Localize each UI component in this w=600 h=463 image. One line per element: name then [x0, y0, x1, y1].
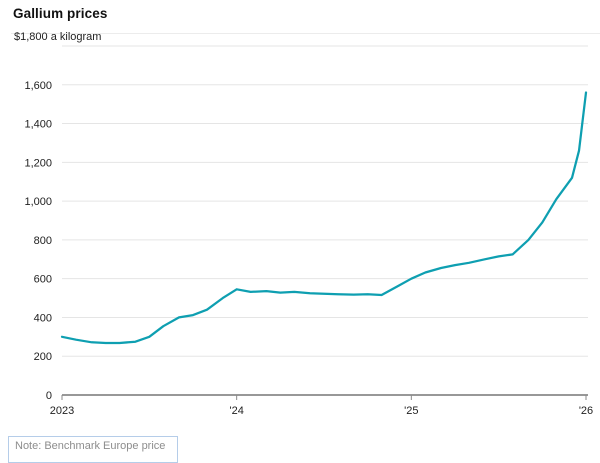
- x-tick-label: '26: [579, 405, 593, 417]
- x-tick-label: '24: [229, 405, 243, 417]
- y-tick-label: 1,000: [24, 196, 52, 208]
- unit-label: $1,800 a kilogram: [14, 31, 101, 43]
- y-tick-label: 600: [34, 274, 52, 286]
- y-tick-label: 1,200: [24, 157, 52, 169]
- chart-title: Gallium prices: [13, 6, 108, 21]
- x-tick-label: 2023: [50, 405, 74, 417]
- gallium-prices-chart-module: Gallium prices 0 200 400 600 800 1,000 1,200 1,…: [8, 6, 600, 463]
- title-divider: [11, 33, 600, 34]
- price-line: [60, 91, 588, 345]
- y-tick-label: 1,400: [24, 119, 52, 131]
- y-tick-label: 800: [34, 235, 52, 247]
- y-tick-label: 1,600: [24, 80, 52, 92]
- y-tick-label: 200: [34, 351, 52, 363]
- x-tick-label: '25: [404, 405, 418, 417]
- y-tick-label: 0: [46, 390, 52, 402]
- chart-note: Note: Benchmark Europe price: [8, 436, 179, 463]
- y-tick-label: 400: [34, 312, 52, 324]
- gallium-price-line-chart: 0 200 400 600 800 1,000 1,200 1,400 1,600 $1,800 …: [14, 31, 593, 417]
